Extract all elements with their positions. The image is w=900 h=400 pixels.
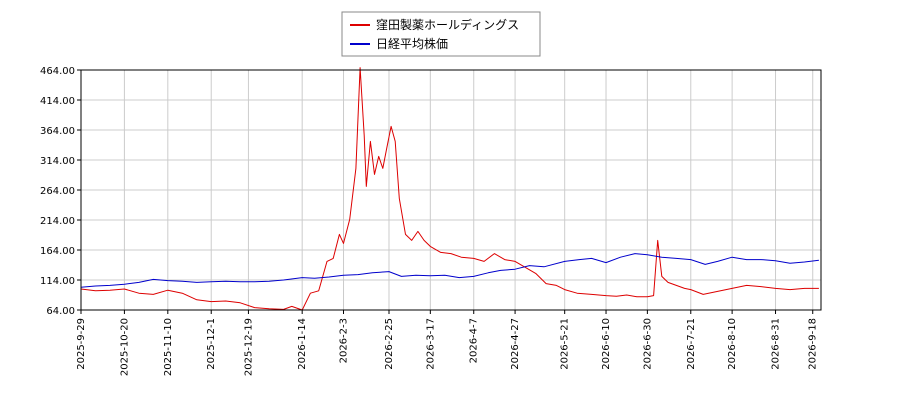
legend-label-0: 窪田製薬ホールディングス — [376, 17, 519, 32]
x-tick-label: 2026-4-7 — [469, 318, 480, 363]
plot-frame — [80, 69, 822, 311]
x-tick-label: 2026-6-10 — [601, 318, 612, 370]
series-line-1 — [80, 253, 819, 288]
x-tick-label: 2026-5-21 — [560, 318, 571, 370]
y-tick-label: 64.00 — [46, 306, 75, 317]
x-tick-label: 2026-9-18 — [808, 318, 819, 370]
x-tick-label: 2025-12-19 — [243, 318, 254, 376]
y-tick-label: 264.00 — [40, 186, 75, 197]
x-tick-label: 2026-2-25 — [384, 318, 395, 370]
x-tick-label: 2026-8-31 — [771, 318, 782, 370]
legend-box — [341, 11, 541, 57]
x-tick-label: 2026-7-21 — [686, 318, 697, 370]
x-tick-label: 2025-9-29 — [76, 318, 87, 370]
y-tick-label: 214.00 — [40, 216, 75, 227]
x-tick-label: 2025-10-20 — [119, 318, 130, 376]
x-tick-label: 2026-6-30 — [642, 318, 653, 370]
y-tick-label: 114.00 — [40, 276, 75, 287]
series-lines — [80, 67, 819, 311]
y-tick-label: 464.00 — [40, 66, 75, 77]
y-axis-ticks: 464.00 414.00 364.00 314.00 264.00 214.00 164.… — [40, 66, 81, 317]
grid — [80, 69, 821, 311]
x-tick-label: 2026-2-3 — [339, 318, 350, 363]
x-axis-ticks: 2025-9-29 2025-10-20 2025-11-10 2025-12-1 20… — [76, 310, 819, 376]
x-tick-label: 2026-8-10 — [727, 318, 738, 370]
y-tick-label: 414.00 — [40, 96, 75, 107]
y-tick-label: 164.00 — [40, 246, 75, 257]
legend: 窪田製薬ホールディングス 日経平均株価 — [341, 11, 541, 57]
x-tick-label: 2026-1-14 — [297, 318, 308, 370]
series-line-0 — [80, 67, 819, 311]
y-tick-label: 364.00 — [40, 126, 75, 137]
x-tick-label: 2025-11-10 — [163, 318, 174, 376]
x-tick-label: 2026-3-17 — [425, 318, 436, 370]
legend-label-1: 日経平均株価 — [376, 36, 448, 51]
x-tick-label: 2025-12-1 — [206, 318, 217, 370]
x-tick-label: 2026-4-27 — [510, 318, 521, 370]
y-tick-label: 314.00 — [40, 156, 75, 167]
